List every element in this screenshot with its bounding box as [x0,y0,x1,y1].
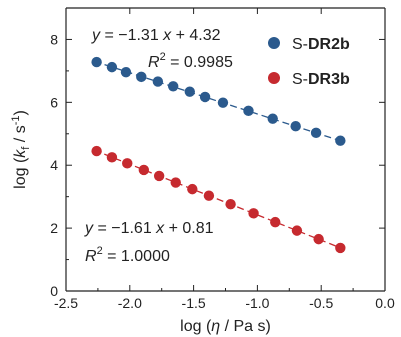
equation-text-series-2: y = −1.61 x + 0.81 [84,220,214,237]
r2-symbol: R [148,54,160,71]
equation-text-series-1: y = −1.31 x + 4.32 [91,27,221,44]
data-point-series-1 [217,97,229,108]
data-point-series-1 [290,121,301,132]
r2-value: = 0.9985 [166,54,233,71]
data-point-series-2 [170,177,181,188]
y-ticks: 0 2 4 6 8 [50,31,385,299]
x-axis-title-part: log ( [180,318,212,335]
r2-superscript: 2 [160,51,166,63]
y-axis-title-part: / s [12,125,29,146]
r2-symbol: R [85,248,97,265]
data-point-series-1 [267,113,278,124]
data-point-series-1 [106,61,118,73]
y-tick-label: 2 [50,220,58,236]
data-point-series-2 [270,216,281,228]
data-point-series-1 [152,76,164,87]
data-point-series-1 [310,127,322,139]
r2-text-series-2: R2 = 1.0000 [85,245,170,265]
y-axis-title-part: log ( [12,157,29,189]
x-tick-label: -2.0 [118,295,142,311]
equation-token: + 0.81 [164,220,213,237]
x-axis-title-part: η [211,318,220,335]
data-point-series-1 [199,91,211,103]
data-point-series-2 [106,152,118,163]
legend-label-prefix: S- [292,36,308,53]
x-axis-title-part: / Pa s) [220,318,271,335]
x-tick-label: -2.5 [54,295,78,311]
y-tick-label: 4 [50,157,58,173]
equation-token: y [91,27,101,44]
legend-marker-series-2 [268,72,280,84]
y-axis-title-part: k [12,149,29,158]
data-point-series-2 [248,208,259,219]
equation-token: x [155,220,165,237]
equation-token: = −1.61 [93,220,156,237]
equation-token: y [84,220,94,237]
data-point-series-2 [203,190,215,201]
r2-text-series-1: R2 = 0.9985 [148,51,233,71]
y-axis-title-part: f [20,146,32,150]
plot-area [65,7,386,292]
legend-label-prefix: S- [292,71,308,88]
legend-label-name: DR2b [308,36,350,53]
equation-token: + 4.32 [171,27,220,44]
data-point-series-1 [91,56,102,68]
y-axis-title: log (kf / s-1) [10,110,32,189]
y-tick-label: 8 [50,31,58,47]
y-tick-label: 0 [50,283,58,299]
x-ticks: -2.5 -2.0 -1.5 -1.0 -0.5 0.0 [54,8,395,311]
legend-label-series-1: S-DR2b [292,36,350,53]
data-point-series-1 [167,81,179,92]
x-tick-label: -1.5 [182,295,206,311]
y-axis-title-part: -1 [10,116,22,126]
data-point-series-1 [120,66,132,78]
equation-token: = −1.31 [100,27,163,44]
r2-superscript: 2 [97,245,103,257]
data-point-series-1 [184,86,195,97]
legend-label-name: DR3b [308,71,350,88]
x-tick-label: -1.0 [245,295,269,311]
data-point-series-2 [291,225,303,236]
data-point-series-2 [122,158,133,169]
data-point-series-1 [136,71,147,83]
equation-series-1: y = −1.31 x + 4.32 R2 = 0.9985 [91,27,233,71]
data-point-series-2 [335,242,346,254]
equation-token: x [162,27,172,44]
data-point-series-2 [91,145,102,157]
data-point-series-2 [138,164,150,176]
data-point-series-2 [187,183,198,195]
data-point-series-2 [225,199,236,210]
data-point-series-1 [335,135,346,146]
data-point-series-1 [243,105,254,117]
legend-label-series-2: S-DR3b [292,71,350,88]
equation-series-2: y = −1.61 x + 0.81 R2 = 1.0000 [84,220,214,265]
legend-marker-series-1 [268,37,280,49]
x-axis-title: log (η / Pa s) [180,318,271,335]
data-points [91,56,346,254]
y-axis-title-part: ) [12,110,29,115]
data-point-series-2 [313,233,324,245]
x-tick-label: 0.0 [375,295,395,311]
y-tick-label: 6 [50,94,58,110]
x-tick-label: -0.5 [309,295,333,311]
data-point-series-2 [153,170,165,182]
r2-value: = 1.0000 [103,248,170,265]
